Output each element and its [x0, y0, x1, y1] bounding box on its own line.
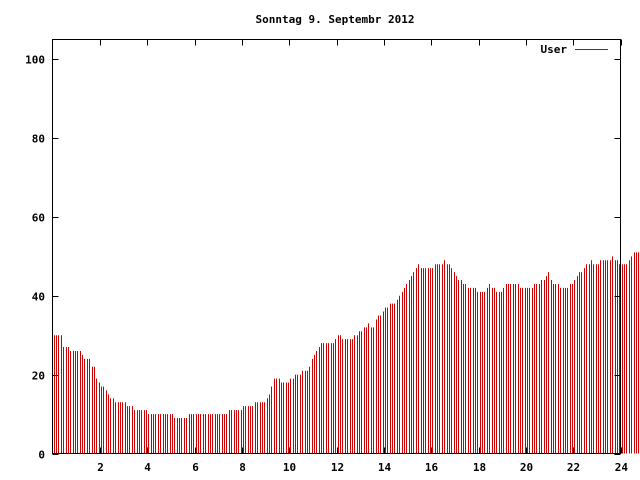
x-tick-label: 12 — [331, 461, 344, 474]
x-tick-label: 24 — [615, 461, 629, 474]
x-tick-label: 22 — [567, 461, 580, 474]
plot-frame — [52, 39, 621, 454]
x-tick-label: 8 — [239, 461, 246, 474]
y-tick-label: 20 — [32, 370, 45, 383]
bars-group — [54, 252, 639, 454]
y-tick-label: 80 — [32, 133, 45, 146]
legend: User — [541, 43, 608, 56]
y-tick-label: 60 — [32, 212, 45, 225]
x-tick-label: 16 — [425, 461, 439, 474]
x-tick-label: 20 — [520, 461, 533, 474]
x-tick-label: 4 — [144, 461, 151, 474]
x-tick-label: 6 — [192, 461, 199, 474]
x-tick-label: 14 — [378, 461, 392, 474]
legend-label-user: User — [541, 43, 568, 56]
chart-title: Sonntag 9. Septembr 2012 — [256, 13, 415, 26]
x-tick-label: 18 — [473, 461, 486, 474]
x-tick-label: 2 — [97, 461, 104, 474]
y-tick-label: 100 — [25, 54, 45, 67]
y-tick-label: 0 — [38, 449, 45, 462]
x-tick-label: 10 — [283, 461, 296, 474]
y-tick-label: 40 — [32, 291, 45, 304]
